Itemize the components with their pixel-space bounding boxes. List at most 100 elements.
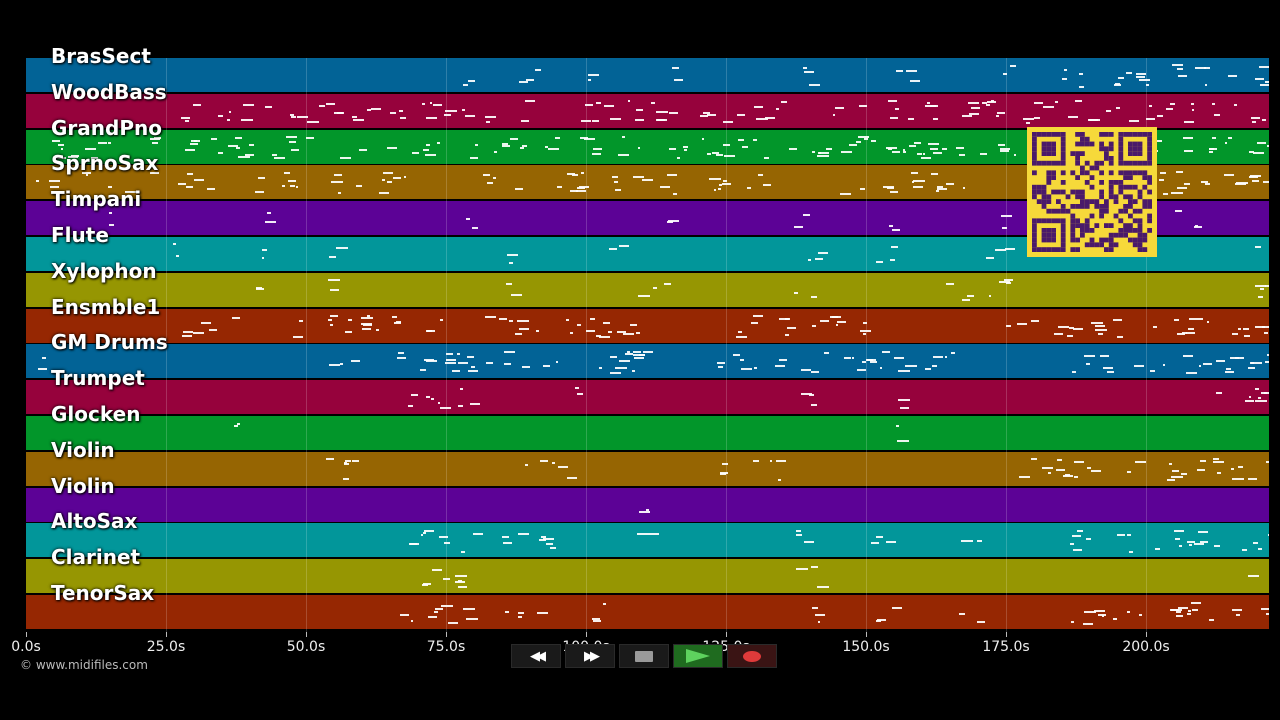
- note-mark: [367, 314, 371, 317]
- note-mark: [1242, 327, 1250, 330]
- record-button[interactable]: [727, 644, 777, 668]
- note-mark: [1025, 121, 1030, 124]
- note-mark: [1076, 529, 1084, 532]
- note-mark: [722, 144, 731, 147]
- note-mark: [507, 253, 519, 256]
- note-mark: [241, 118, 254, 121]
- note-mark: [1267, 145, 1269, 148]
- qr-code: [1027, 127, 1157, 257]
- note-mark: [557, 185, 562, 188]
- note-mark: [779, 358, 787, 361]
- note-mark: [1145, 83, 1149, 86]
- play-button[interactable]: [673, 644, 723, 668]
- note-mark: [255, 191, 264, 194]
- note-mark: [1065, 473, 1071, 476]
- note-mark: [211, 138, 218, 141]
- track-name: Ensmble1: [51, 294, 161, 319]
- note-mark: [818, 151, 830, 154]
- note-mark: [890, 191, 899, 194]
- note-mark: [1209, 619, 1215, 622]
- track-lane: [26, 559, 1269, 594]
- note-mark: [1034, 101, 1043, 104]
- fast-forward-button[interactable]: ▶▶: [565, 644, 615, 668]
- note-mark: [702, 112, 710, 115]
- note-mark: [1174, 529, 1185, 532]
- note-mark: [990, 99, 994, 102]
- note-mark: [818, 251, 829, 254]
- note-mark: [1073, 460, 1085, 463]
- note-mark: [784, 333, 789, 336]
- note-mark: [1260, 287, 1264, 290]
- note-mark: [738, 330, 742, 333]
- note-mark: [510, 137, 519, 140]
- note-mark: [1174, 210, 1183, 212]
- rewind-button[interactable]: ◀◀: [511, 644, 561, 668]
- note-mark: [1191, 102, 1194, 105]
- note-mark: [879, 367, 882, 370]
- note-mark: [859, 329, 871, 332]
- note-mark: [1251, 120, 1257, 123]
- note-mark: [431, 569, 442, 572]
- note-mark: [971, 107, 980, 110]
- track-lane: [26, 380, 1269, 415]
- note-mark: [801, 392, 813, 395]
- note-mark: [722, 182, 731, 185]
- note-mark: [674, 79, 683, 82]
- note-mark: [1188, 328, 1194, 331]
- note-mark: [942, 147, 947, 150]
- note-mark: [895, 70, 904, 73]
- note-mark: [444, 114, 451, 117]
- note-mark: [443, 577, 450, 580]
- note-mark: [1001, 215, 1013, 218]
- note-mark: [1230, 468, 1234, 471]
- track-name: AltoSax: [51, 509, 138, 534]
- note-mark: [1247, 367, 1256, 370]
- note-mark: [390, 112, 396, 115]
- track-lane: [26, 523, 1269, 558]
- note-mark: [1241, 548, 1247, 551]
- note-mark: [420, 369, 426, 372]
- note-mark: [887, 100, 897, 103]
- note-mark: [1196, 469, 1206, 472]
- note-mark: [515, 332, 522, 335]
- note-mark: [871, 542, 879, 545]
- note-mark: [841, 150, 852, 153]
- note-mark: [1013, 154, 1017, 157]
- note-mark: [632, 351, 641, 354]
- note-mark: [460, 551, 465, 554]
- note-mark: [808, 393, 815, 396]
- note-mark: [457, 585, 467, 588]
- note-mark: [989, 294, 992, 297]
- note-mark: [1072, 535, 1082, 538]
- note-mark: [234, 425, 238, 428]
- note-mark: [1251, 361, 1263, 364]
- note-mark: [802, 67, 808, 70]
- note-mark: [622, 333, 634, 336]
- note-mark: [985, 103, 991, 106]
- note-mark: [869, 361, 877, 364]
- note-mark: [789, 148, 798, 151]
- note-mark: [297, 115, 309, 118]
- note-mark: [723, 154, 735, 157]
- stop-button[interactable]: [619, 644, 669, 668]
- note-mark: [903, 150, 906, 153]
- note-mark: [932, 365, 937, 368]
- note-mark: [1212, 103, 1216, 106]
- note-mark: [1256, 142, 1267, 145]
- note-mark: [1224, 370, 1234, 373]
- note-mark: [682, 146, 689, 149]
- note-mark: [1113, 318, 1123, 321]
- note-mark: [667, 221, 673, 224]
- note-mark: [958, 153, 965, 156]
- track-lane: [26, 272, 1269, 307]
- note-mark: [764, 116, 775, 119]
- note-mark: [824, 351, 830, 354]
- note-mark: [445, 109, 458, 112]
- note-mark: [1258, 396, 1262, 399]
- note-mark: [812, 325, 817, 328]
- note-mark: [152, 141, 159, 144]
- note-mark: [615, 367, 628, 369]
- note-mark: [592, 152, 602, 155]
- note-mark: [723, 120, 734, 123]
- note-mark: [1211, 136, 1217, 139]
